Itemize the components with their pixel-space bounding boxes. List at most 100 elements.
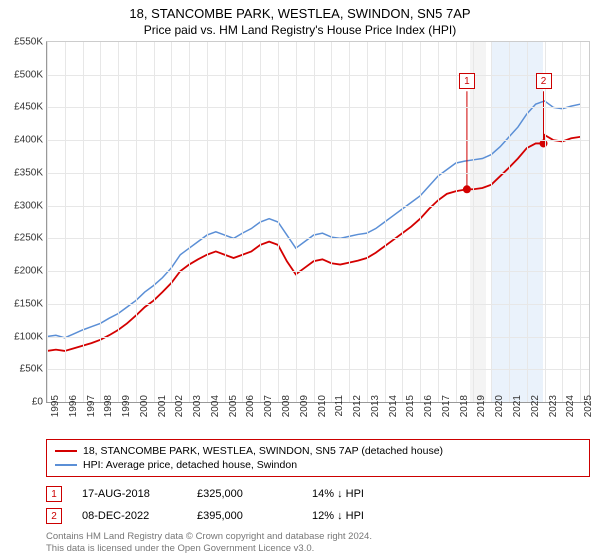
- x-gridline: [491, 42, 492, 402]
- y-tick-label: £550K: [1, 37, 43, 48]
- y-gridline: [47, 107, 589, 108]
- x-tick-label: 1996: [68, 395, 79, 425]
- event-date: 08-DEC-2022: [82, 510, 177, 522]
- y-gridline: [47, 304, 589, 305]
- x-tick-label: 1998: [103, 395, 114, 425]
- x-tick-label: 1999: [121, 395, 132, 425]
- y-gridline: [47, 238, 589, 239]
- x-tick-label: 2018: [459, 395, 470, 425]
- x-tick-label: 2000: [139, 395, 150, 425]
- x-tick-label: 2021: [512, 395, 523, 425]
- x-tick-label: 2008: [281, 395, 292, 425]
- legend-label: HPI: Average price, detached house, Swin…: [83, 459, 297, 471]
- x-tick-label: 2001: [157, 395, 168, 425]
- event-marker-badge: 1: [459, 73, 475, 89]
- y-gridline: [47, 271, 589, 272]
- x-gridline: [349, 42, 350, 402]
- event-marker-badge: 2: [536, 73, 552, 89]
- x-gridline: [527, 42, 528, 402]
- x-tick-label: 1997: [86, 395, 97, 425]
- event-badge: 2: [46, 508, 62, 524]
- legend-label: 18, STANCOMBE PARK, WESTLEA, SWINDON, SN…: [83, 445, 443, 457]
- legend-box: 18, STANCOMBE PARK, WESTLEA, SWINDON, SN…: [46, 439, 590, 477]
- y-tick-label: £50K: [1, 364, 43, 375]
- x-gridline: [242, 42, 243, 402]
- y-tick-label: £350K: [1, 167, 43, 178]
- event-badge: 1: [46, 486, 62, 502]
- x-gridline: [225, 42, 226, 402]
- legend-row: 18, STANCOMBE PARK, WESTLEA, SWINDON, SN…: [55, 444, 581, 458]
- y-gridline: [47, 369, 589, 370]
- y-tick-label: £150K: [1, 298, 43, 309]
- y-tick-label: £450K: [1, 102, 43, 113]
- x-gridline: [47, 42, 48, 402]
- x-gridline: [331, 42, 332, 402]
- x-gridline: [136, 42, 137, 402]
- x-gridline: [189, 42, 190, 402]
- x-tick-label: 2011: [334, 395, 345, 425]
- x-gridline: [580, 42, 581, 402]
- x-gridline: [83, 42, 84, 402]
- chart-plot-area: £0£50K£100K£150K£200K£250K£300K£350K£400…: [46, 41, 590, 403]
- chart-subtitle: Price paid vs. HM Land Registry's House …: [0, 21, 600, 41]
- x-tick-label: 2014: [388, 395, 399, 425]
- y-gridline: [47, 140, 589, 141]
- x-tick-label: 2016: [423, 395, 434, 425]
- x-gridline: [545, 42, 546, 402]
- footnote-line-2: This data is licensed under the Open Gov…: [46, 543, 590, 555]
- x-tick-label: 2022: [530, 395, 541, 425]
- x-tick-label: 2010: [317, 395, 328, 425]
- event-price: £325,000: [197, 488, 292, 500]
- y-tick-label: £500K: [1, 69, 43, 80]
- y-gridline: [47, 75, 589, 76]
- x-tick-label: 2025: [583, 395, 594, 425]
- y-gridline: [47, 173, 589, 174]
- event-list: 117-AUG-2018£325,00014% ↓ HPI208-DEC-202…: [46, 483, 590, 527]
- x-gridline: [65, 42, 66, 402]
- y-tick-label: £250K: [1, 233, 43, 244]
- y-tick-label: £100K: [1, 331, 43, 342]
- x-tick-label: 2002: [174, 395, 185, 425]
- x-tick-label: 2009: [299, 395, 310, 425]
- x-tick-label: 2024: [565, 395, 576, 425]
- x-tick-label: 2006: [245, 395, 256, 425]
- x-tick-label: 2015: [405, 395, 416, 425]
- y-tick-label: £300K: [1, 200, 43, 211]
- x-tick-label: 2004: [210, 395, 221, 425]
- x-gridline: [402, 42, 403, 402]
- event-price: £395,000: [197, 510, 292, 522]
- x-gridline: [509, 42, 510, 402]
- x-tick-label: 2020: [494, 395, 505, 425]
- legend-swatch: [55, 450, 77, 452]
- x-tick-label: 2019: [476, 395, 487, 425]
- x-gridline: [100, 42, 101, 402]
- x-gridline: [207, 42, 208, 402]
- x-gridline: [456, 42, 457, 402]
- y-gridline: [47, 337, 589, 338]
- x-gridline: [473, 42, 474, 402]
- legend-swatch: [55, 464, 77, 466]
- x-gridline: [420, 42, 421, 402]
- footnote-line-1: Contains HM Land Registry data © Crown c…: [46, 531, 590, 543]
- x-gridline: [171, 42, 172, 402]
- x-gridline: [278, 42, 279, 402]
- x-tick-label: 2007: [263, 395, 274, 425]
- x-gridline: [314, 42, 315, 402]
- x-gridline: [562, 42, 563, 402]
- y-gridline: [47, 206, 589, 207]
- x-gridline: [367, 42, 368, 402]
- x-gridline: [385, 42, 386, 402]
- x-gridline: [438, 42, 439, 402]
- x-tick-label: 1995: [50, 395, 61, 425]
- x-tick-label: 2005: [228, 395, 239, 425]
- chart-svg: [47, 42, 589, 402]
- event-delta: 14% ↓ HPI: [312, 488, 407, 500]
- x-gridline: [154, 42, 155, 402]
- event-row: 2 08-DEC-2022 £395,000 12% ↓ HPI: [46, 505, 590, 527]
- x-gridline: [260, 42, 261, 402]
- x-gridline: [118, 42, 119, 402]
- event-row: 117-AUG-2018£325,00014% ↓ HPI: [46, 483, 590, 505]
- x-gridline: [296, 42, 297, 402]
- x-tick-label: 2003: [192, 395, 203, 425]
- event-delta: 12% ↓ HPI: [312, 510, 407, 522]
